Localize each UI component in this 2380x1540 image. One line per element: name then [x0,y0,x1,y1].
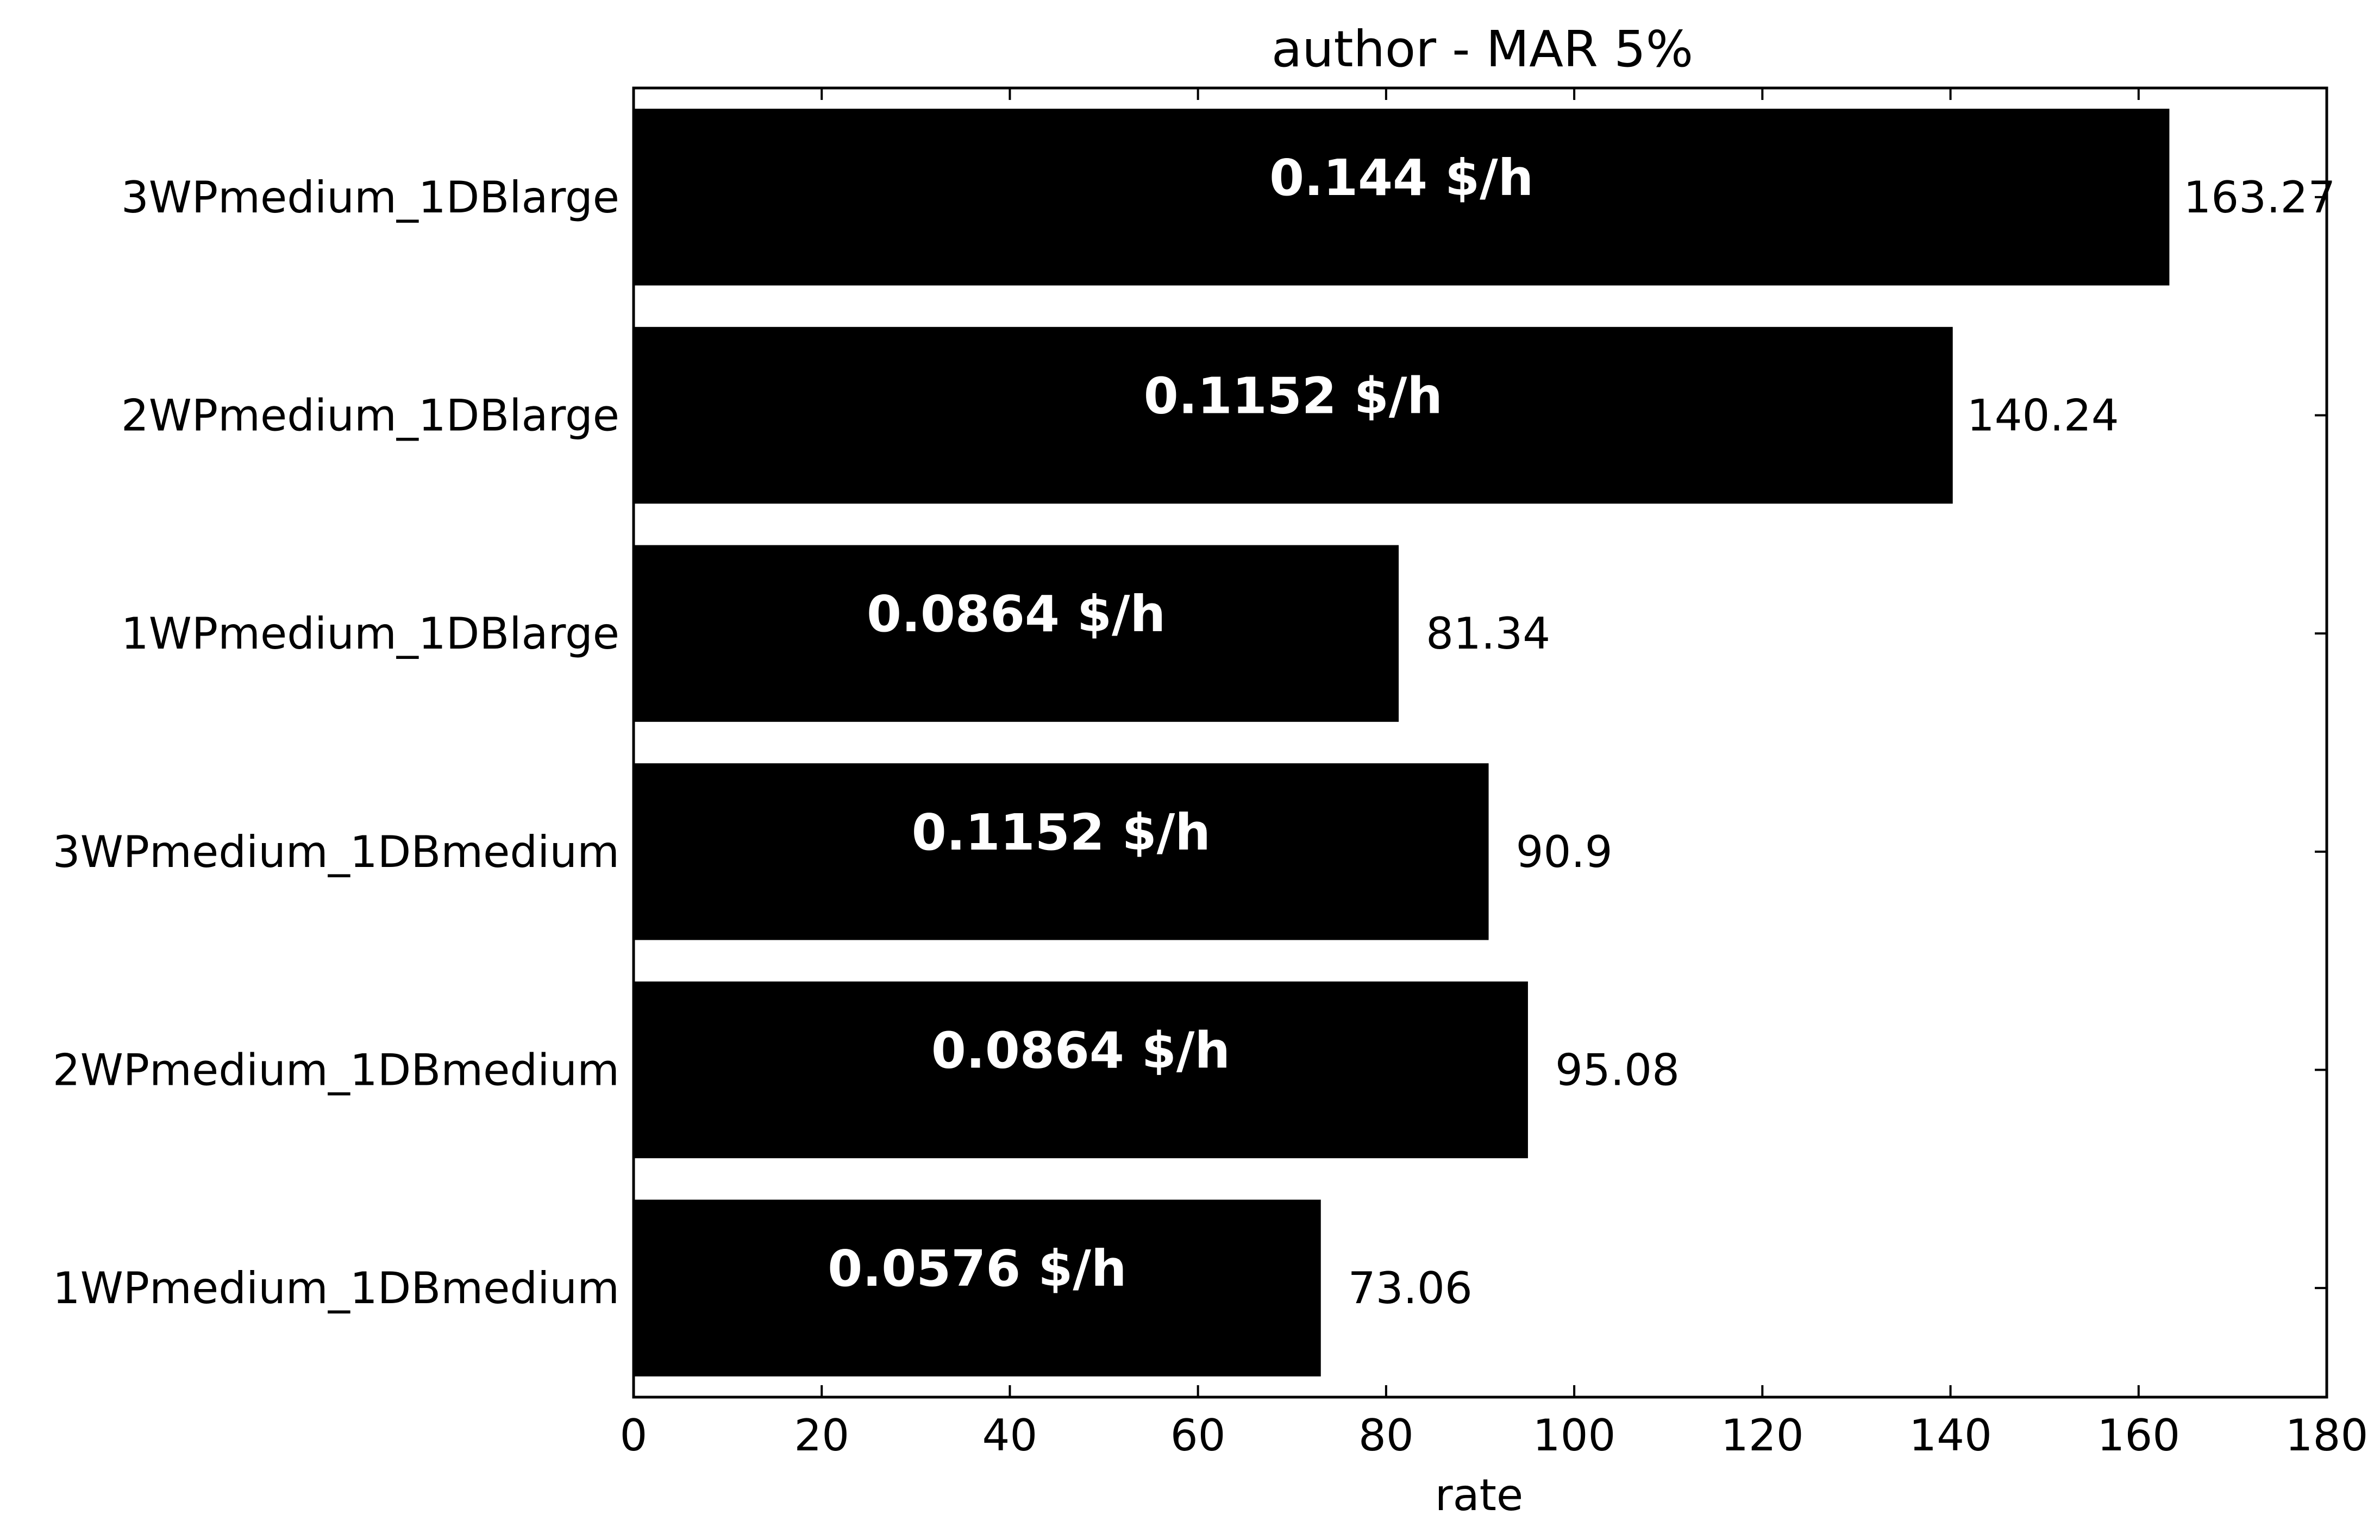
x-tick-label-0: 0 [620,1410,648,1461]
plot-frame [632,86,2328,1399]
bar-1WPmedium_1DBlarge [634,545,1399,722]
x-tick-label-20: 20 [794,1410,849,1461]
bar-value-label-1WPmedium_1DBlarge: 81.34 [1426,608,1550,659]
x-tick-label-60: 60 [1170,1410,1226,1461]
chart-title: author - MAR 5% [1272,20,1693,78]
x-tick-label-120: 120 [1721,1410,1804,1461]
y-tick-label-3WPmedium_1DBlarge: 3WPmedium_1DBlarge [121,172,619,223]
bar-cost-label-1WPmedium_1DBmedium: 0.0576 $/h [828,1240,1126,1298]
y-tick-label-3WPmedium_1DBmedium: 3WPmedium_1DBmedium [53,827,619,877]
bar-3WPmedium_1DBmedium [634,763,1489,940]
y-tick-label-2WPmedium_1DBlarge: 2WPmedium_1DBlarge [121,391,619,441]
x-tick-label-80: 80 [1358,1410,1414,1461]
x-tick-label-160: 160 [2097,1410,2180,1461]
x-axis-label: rate [1435,1470,1524,1520]
bar-cost-label-3WPmedium_1DBmedium: 0.1152 $/h [912,803,1211,862]
x-tick-label-180: 180 [2285,1410,2369,1461]
bar-2WPmedium_1DBmedium [634,981,1528,1159]
bar-value-label-2WPmedium_1DBmedium: 95.08 [1555,1045,1680,1096]
x-tick-label-40: 40 [982,1410,1038,1461]
bar-2WPmedium_1DBlarge [634,326,1953,504]
bar-value-label-2WPmedium_1DBlarge: 140.24 [1967,391,2119,441]
bar-cost-label-2WPmedium_1DBmedium: 0.0864 $/h [931,1022,1230,1080]
x-tick-label-140: 140 [1909,1410,1992,1461]
bar-value-label-1WPmedium_1DBmedium: 73.06 [1348,1263,1473,1313]
y-tick-label-2WPmedium_1DBmedium: 2WPmedium_1DBmedium [53,1045,619,1096]
bar-value-label-3WPmedium_1DBlarge: 163.27 [2183,172,2335,223]
bar-cost-label-3WPmedium_1DBlarge: 0.144 $/h [1269,149,1533,207]
y-tick-label-1WPmedium_1DBmedium: 1WPmedium_1DBmedium [53,1263,619,1313]
bar-3WPmedium_1DBlarge [634,109,2170,286]
x-tick-label-100: 100 [1533,1410,1616,1461]
bar-cost-label-1WPmedium_1DBlarge: 0.0864 $/h [867,585,1166,643]
bar-cost-label-2WPmedium_1DBlarge: 0.1152 $/h [1144,367,1443,425]
bar-1WPmedium_1DBmedium [634,1199,1321,1376]
y-tick-label-1WPmedium_1DBlarge: 1WPmedium_1DBlarge [121,608,619,659]
bar-value-label-3WPmedium_1DBmedium: 90.9 [1516,827,1613,877]
